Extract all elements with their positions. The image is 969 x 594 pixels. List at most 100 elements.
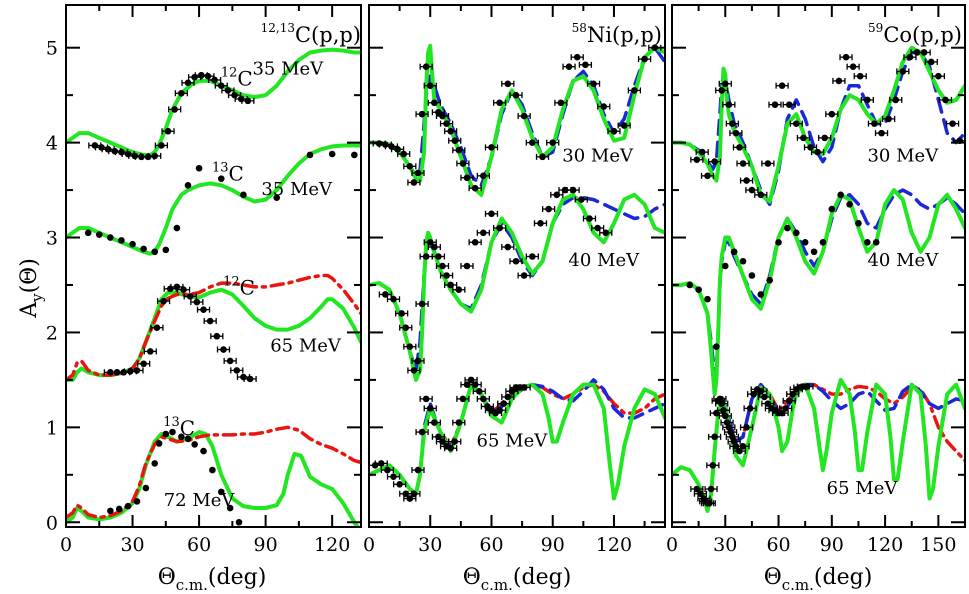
- y-axis-title-sub: y: [28, 293, 46, 303]
- data-point: [693, 485, 701, 493]
- x-tick-label: 90: [541, 534, 565, 556]
- data-point: [600, 103, 608, 110]
- data-point: [426, 405, 434, 412]
- data-point: [569, 186, 577, 194]
- data-point: [107, 368, 114, 376]
- data-point: [520, 384, 528, 391]
- data-point: [447, 444, 454, 452]
- data-point: [107, 234, 114, 241]
- data-point: [422, 395, 430, 403]
- data-point: [504, 243, 512, 251]
- data-point: [475, 387, 483, 395]
- data-point: [586, 215, 593, 222]
- data-point: [920, 49, 928, 56]
- y-tick-label: 1: [46, 417, 58, 439]
- data-point: [418, 300, 426, 308]
- data-point: [455, 419, 463, 426]
- data-point: [382, 291, 389, 298]
- data-point: [743, 177, 750, 184]
- data-point: [757, 387, 765, 395]
- data-point: [173, 283, 181, 291]
- data-point: [695, 286, 702, 294]
- data-point: [736, 144, 743, 151]
- data-point: [720, 406, 727, 414]
- data-point: [539, 153, 546, 161]
- data-points-carbon-2: [103, 283, 257, 383]
- isotope-label: 13C: [212, 161, 244, 186]
- data-point: [814, 148, 821, 156]
- data-points-carbon-0: [88, 71, 255, 161]
- data-point: [169, 428, 176, 436]
- data-point: [480, 395, 487, 403]
- data-point: [739, 257, 747, 265]
- y-tick-label: 4: [46, 133, 58, 155]
- data-point: [451, 137, 459, 145]
- data-point: [582, 61, 589, 69]
- data-point: [414, 357, 422, 365]
- data-point: [878, 129, 885, 137]
- data-point: [151, 152, 159, 160]
- panel-cobalt-x-axis-title-rest: (deg): [814, 565, 872, 590]
- y-tick-label: 2: [46, 322, 58, 344]
- data-point: [496, 406, 503, 414]
- panel-nickel-x-axis-title-rest: (deg): [513, 565, 571, 590]
- data-point: [520, 112, 528, 120]
- data-point: [402, 324, 410, 331]
- x-tick-label: 0: [363, 534, 375, 556]
- data-point: [729, 120, 736, 127]
- data-point: [935, 72, 942, 80]
- data-point: [549, 139, 557, 146]
- panel-nickel-x-axis-title: Θc.m.(deg): [463, 565, 572, 594]
- data-point: [810, 248, 818, 256]
- series-line-carbon-0: [66, 47, 361, 157]
- data-point: [220, 346, 227, 353]
- data-point: [155, 440, 163, 447]
- data-point: [406, 343, 414, 350]
- x-tick-label: 120: [596, 534, 632, 556]
- data-point: [480, 172, 487, 180]
- data-point: [496, 224, 503, 232]
- data-point: [113, 368, 121, 376]
- isotope-label-sup: 13: [212, 161, 229, 176]
- isotope-label-main: C: [180, 416, 195, 440]
- data-point: [837, 191, 844, 199]
- data-point: [211, 76, 218, 84]
- data-point: [784, 224, 791, 232]
- data-point: [384, 466, 391, 474]
- panel-nickel-frame: [368, 4, 666, 528]
- data-point: [120, 368, 127, 376]
- data-point: [328, 150, 336, 158]
- data-point: [620, 122, 628, 129]
- data-point: [186, 293, 194, 300]
- data-point: [748, 272, 756, 279]
- data-points-nickel-0: [372, 44, 662, 192]
- data-point: [418, 428, 426, 436]
- data-point: [496, 99, 503, 107]
- data-point: [764, 400, 772, 407]
- data-point: [455, 286, 463, 294]
- panel-cobalt-title-sup: 59: [868, 21, 883, 35]
- data-point: [631, 87, 638, 94]
- data-point: [757, 291, 765, 298]
- data-point: [162, 430, 170, 438]
- data-point: [693, 156, 701, 164]
- data-point: [480, 229, 487, 237]
- panel-nickel-x-axis-title-sub: c.m.: [481, 576, 513, 594]
- data-point: [118, 237, 125, 244]
- panel-carbon-frame: [65, 4, 362, 528]
- isotope-label-main: C: [240, 275, 255, 299]
- data-point: [377, 460, 385, 467]
- data-point: [209, 466, 216, 474]
- data-point: [396, 480, 403, 488]
- data-point: [739, 443, 747, 450]
- data-point: [828, 205, 836, 213]
- data-point: [235, 518, 243, 526]
- data-point: [463, 262, 471, 270]
- data-point: [743, 424, 750, 431]
- data-point: [864, 238, 871, 246]
- data-point: [766, 276, 773, 284]
- x-tick-label: 60: [766, 534, 790, 556]
- data-point: [697, 490, 704, 498]
- data-point: [718, 87, 726, 94]
- data-point: [504, 80, 512, 88]
